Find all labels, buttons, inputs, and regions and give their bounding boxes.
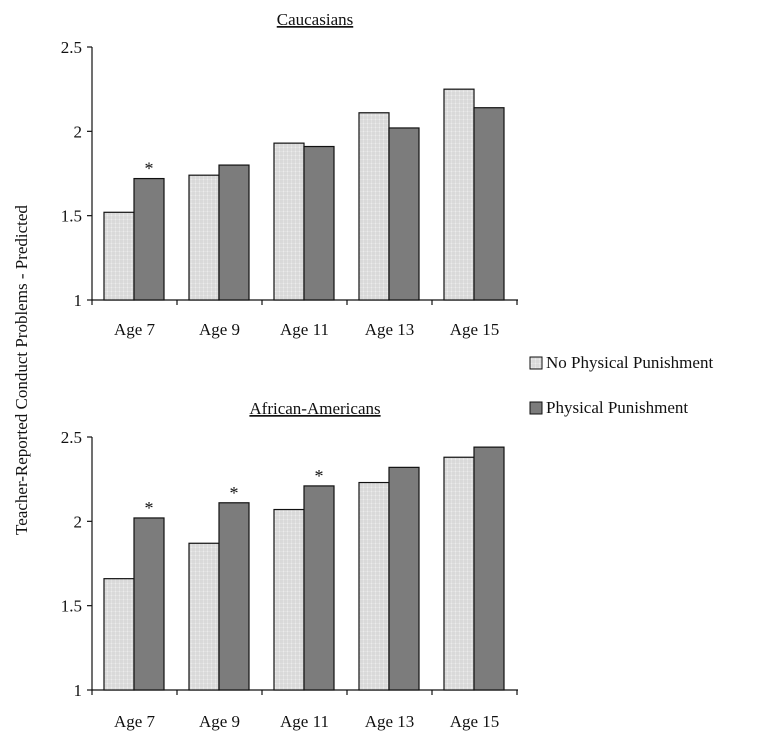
bar-no-physical-punishment-age-11 bbox=[273, 142, 305, 301]
x-category-label: Age 15 bbox=[450, 320, 500, 339]
bar-no-physical-punishment-age-7 bbox=[103, 578, 135, 691]
y-tick-label: 2 bbox=[74, 122, 83, 141]
significance-star: * bbox=[230, 483, 239, 503]
bar-no-physical-punishment-age-13 bbox=[358, 112, 390, 301]
x-category-label: Age 11 bbox=[280, 320, 329, 339]
y-tick-label: 1 bbox=[74, 291, 83, 310]
bar-physical-punishment-age-7 bbox=[133, 517, 165, 691]
chart-panel-caucasians: Caucasians 1 1.5 2 2.5 Age 7 * Age 9 Age 11 Age 1… bbox=[61, 10, 518, 339]
bar-no-physical-punishment-age-15 bbox=[443, 456, 475, 691]
significance-star: * bbox=[145, 159, 154, 179]
x-category-label: Age 7 bbox=[114, 320, 156, 339]
legend-swatch-no-physical-punishment bbox=[529, 356, 543, 370]
bar-no-physical-punishment-age-15 bbox=[443, 88, 475, 301]
x-category-label: Age 15 bbox=[450, 712, 500, 731]
x-category-label: Age 9 bbox=[199, 712, 240, 731]
bar-physical-punishment-age-13 bbox=[388, 127, 420, 301]
chart-title: African-Americans bbox=[249, 399, 380, 418]
chart-title: Caucasians bbox=[277, 10, 353, 29]
legend-label-physical-punishment: Physical Punishment bbox=[546, 398, 688, 417]
bar-physical-punishment-age-15 bbox=[473, 107, 505, 301]
bar-physical-punishment-age-11 bbox=[303, 145, 335, 301]
bar-physical-punishment-age-9 bbox=[218, 502, 250, 691]
x-category-label: Age 7 bbox=[114, 712, 156, 731]
x-category-label: Age 11 bbox=[280, 712, 329, 731]
bar-physical-punishment-age-13 bbox=[388, 466, 420, 691]
legend-item-physical-punishment: Physical Punishment bbox=[529, 398, 688, 417]
legend-swatch-physical-punishment bbox=[529, 401, 543, 415]
bar-physical-punishment-age-7 bbox=[133, 177, 165, 301]
significance-star: * bbox=[145, 498, 154, 518]
legend-item-no-physical-punishment: No Physical Punishment bbox=[529, 353, 713, 372]
legend-label-no-physical-punishment: No Physical Punishment bbox=[546, 353, 713, 372]
bar-no-physical-punishment-age-9 bbox=[188, 542, 220, 691]
y-tick-label: 1 bbox=[74, 681, 83, 700]
significance-star: * bbox=[315, 466, 324, 486]
y-axis-label: Teacher-Reported Conduct Problems - Pred… bbox=[12, 205, 31, 535]
x-category-label: Age 13 bbox=[365, 712, 415, 731]
x-category-label: Age 9 bbox=[199, 320, 240, 339]
bar-no-physical-punishment-age-13 bbox=[358, 481, 390, 691]
legend: No Physical Punishment Physical Punishme… bbox=[529, 353, 713, 417]
bar-no-physical-punishment-age-9 bbox=[188, 174, 220, 301]
y-tick-label: 1.5 bbox=[61, 597, 82, 616]
bar-physical-punishment-age-9 bbox=[218, 164, 250, 301]
chart-panel-african-americans: African-Americans 1 1.5 2 2.5 Age 7 * Age 9 * Age… bbox=[61, 399, 518, 731]
bar-physical-punishment-age-15 bbox=[473, 446, 505, 691]
y-tick-label: 2.5 bbox=[61, 428, 82, 447]
x-category-label: Age 13 bbox=[365, 320, 415, 339]
y-tick-label: 2 bbox=[74, 512, 83, 531]
bar-no-physical-punishment-age-11 bbox=[273, 508, 305, 691]
bar-physical-punishment-age-11 bbox=[303, 485, 335, 691]
y-tick-label: 1.5 bbox=[61, 207, 82, 226]
bar-no-physical-punishment-age-7 bbox=[103, 211, 135, 301]
y-tick-label: 2.5 bbox=[61, 38, 82, 57]
